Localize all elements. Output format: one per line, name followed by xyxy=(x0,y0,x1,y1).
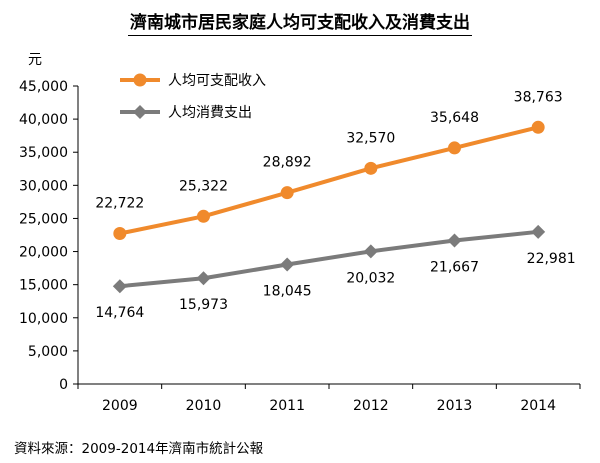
data-point xyxy=(113,227,127,241)
legend-marker xyxy=(133,73,147,87)
x-tick-label: 2014 xyxy=(520,398,556,414)
y-tick-label: 40,000 xyxy=(19,112,68,128)
legend-marker xyxy=(133,105,147,119)
series-lines xyxy=(119,125,539,289)
data-label: 35,648 xyxy=(430,110,479,126)
data-point xyxy=(197,209,210,223)
data-label: 15,973 xyxy=(179,297,228,313)
chart-title-text: 濟南城市居民家庭人均可支配收入及消費支出 xyxy=(128,13,472,36)
y-tick-labels: 0 5,000 10,000 15,000 20,000 25,000 30,000 35,0… xyxy=(19,79,68,393)
series-line-1 xyxy=(119,125,539,236)
data-point xyxy=(112,279,127,294)
x-tick-labels: 2009 2010 2011 2012 2013 2014 xyxy=(102,398,556,414)
data-label: 18,045 xyxy=(263,284,312,300)
data-point xyxy=(448,141,461,155)
data-point xyxy=(531,120,545,134)
data-point xyxy=(280,257,295,272)
data-point xyxy=(531,224,546,239)
data-point xyxy=(363,244,378,259)
data-point xyxy=(364,161,378,175)
data-point xyxy=(280,186,294,200)
legend-label: 人均可支配收入 xyxy=(168,73,266,89)
x-tick-label: 2010 xyxy=(186,398,222,414)
source-note: 資料來源：2009-2014年濟南市統計公報 xyxy=(14,441,264,457)
y-tick-label: 20,000 xyxy=(19,245,68,261)
y-tick-label: 30,000 xyxy=(19,178,68,194)
y-tick-label: 45,000 xyxy=(19,79,68,95)
x-tick-label: 2013 xyxy=(437,398,473,414)
y-tick-label: 35,000 xyxy=(19,145,68,161)
legend-label: 人均消費支出 xyxy=(168,105,252,121)
x-tick-label: 2009 xyxy=(102,398,138,414)
data-label: 22,722 xyxy=(95,196,144,212)
series-markers xyxy=(112,120,546,294)
series-line-2 xyxy=(119,229,539,289)
x-tick-label: 2011 xyxy=(269,398,305,414)
chart-title: 濟南城市居民家庭人均可支配收入及消費支出 xyxy=(0,8,600,36)
data-labels: 22,722 25,322 28,892 32,570 35,648 38,763 14,7… xyxy=(95,89,575,321)
data-label: 22,981 xyxy=(527,251,576,267)
data-label: 28,892 xyxy=(263,155,312,171)
y-axis-unit: 元 xyxy=(28,52,42,68)
data-point xyxy=(447,233,462,248)
data-label: 38,763 xyxy=(514,89,563,105)
data-label: 25,322 xyxy=(179,178,228,194)
y-tick-label: 5,000 xyxy=(28,344,68,360)
data-label: 14,764 xyxy=(95,305,144,321)
y-tick-label: 15,000 xyxy=(19,278,68,294)
data-label: 20,032 xyxy=(346,270,395,286)
y-tick-label: 10,000 xyxy=(19,311,68,327)
x-tick-label: 2012 xyxy=(353,398,389,414)
data-label: 21,667 xyxy=(430,260,479,276)
y-tick-label: 0 xyxy=(59,377,68,393)
y-tick-label: 25,000 xyxy=(19,211,68,227)
data-label: 32,570 xyxy=(346,130,395,146)
chart-axes xyxy=(73,85,581,389)
data-point xyxy=(196,271,211,286)
